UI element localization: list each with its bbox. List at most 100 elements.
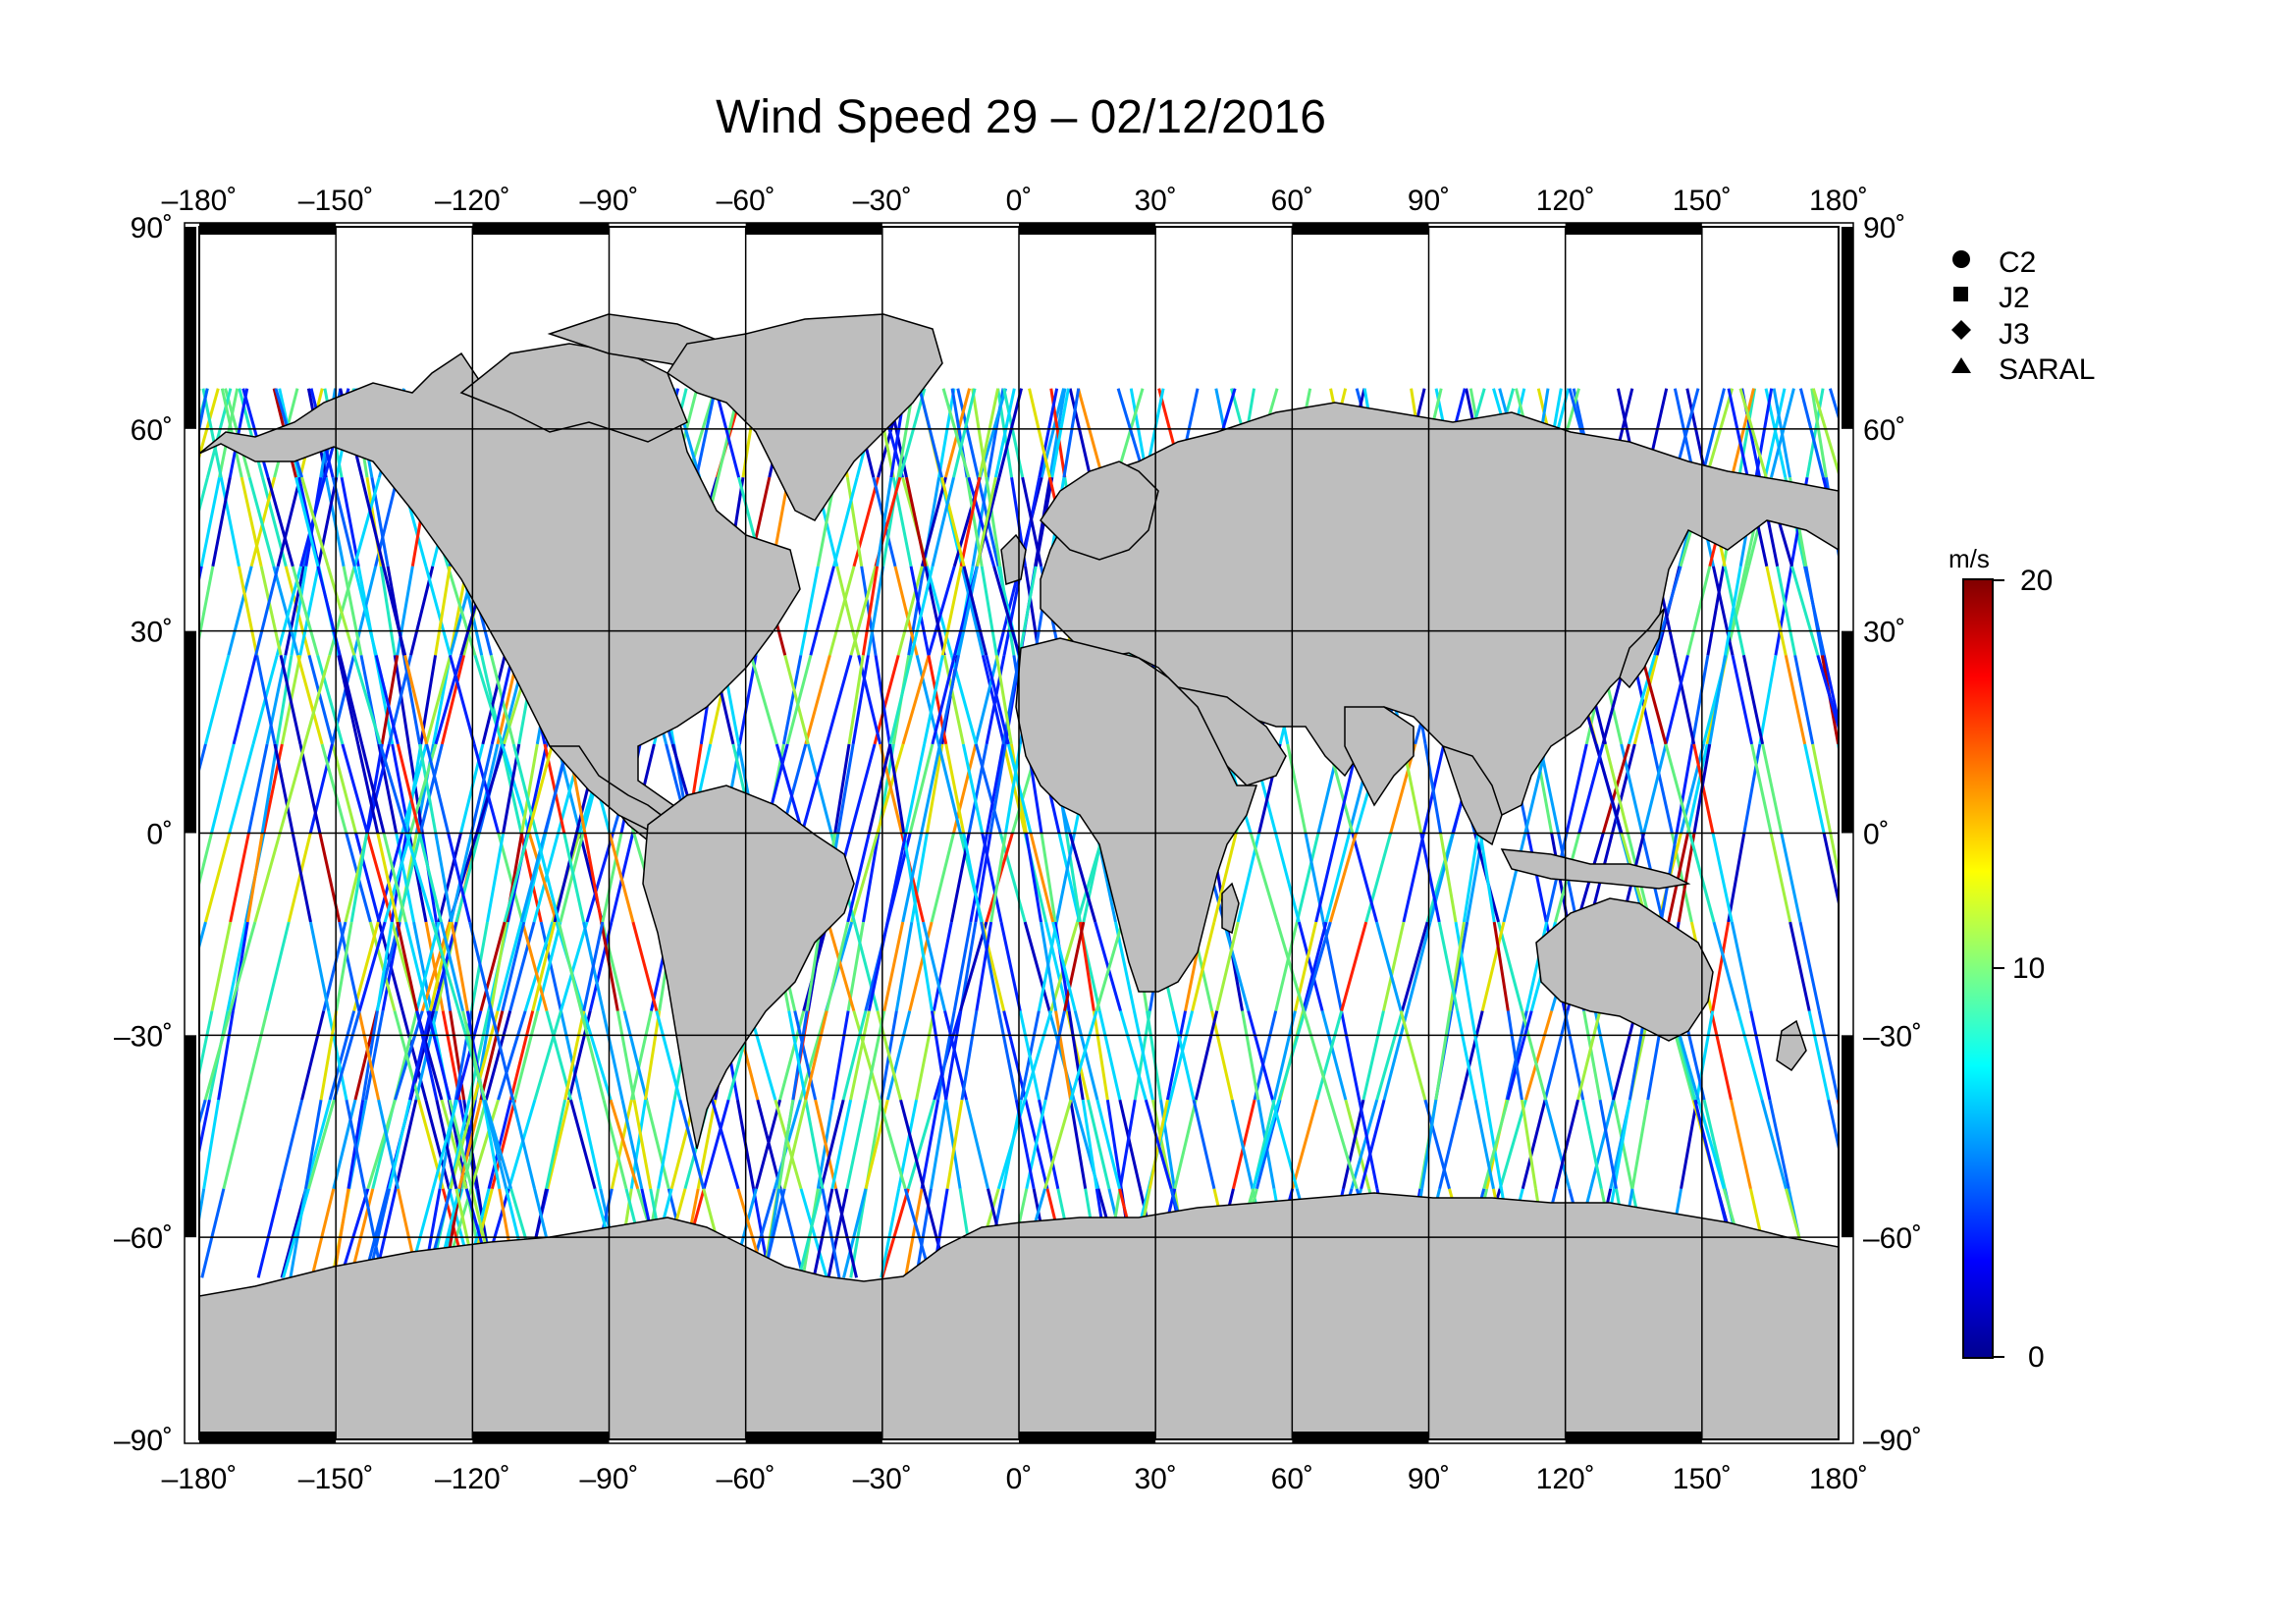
track-segment <box>916 921 934 1011</box>
track-segment <box>944 743 966 834</box>
track-segment <box>1462 833 1480 923</box>
track-segment <box>905 476 928 568</box>
track-segment <box>1295 833 1320 923</box>
track-segment <box>920 476 947 568</box>
track-segment <box>878 1099 907 1190</box>
track-segment <box>785 654 813 745</box>
track-segment <box>245 833 264 923</box>
track-segment <box>199 476 209 515</box>
track-segment <box>559 833 585 923</box>
track-segment <box>203 654 231 745</box>
longitude-tick-label-bottom: –60˚ <box>717 1463 775 1495</box>
track-segment <box>1497 921 1524 1012</box>
track-segment <box>1730 388 1756 478</box>
track-segment <box>1913 834 1936 923</box>
track-segment <box>265 655 288 745</box>
track-segment <box>1884 1100 1901 1189</box>
track-segment <box>799 566 820 656</box>
track-segment <box>601 921 626 1011</box>
track-segment <box>569 1099 597 1190</box>
track-segment <box>0 1100 20 1189</box>
track-segment <box>1340 921 1368 1012</box>
track-segment <box>1565 743 1588 834</box>
track-segment <box>601 833 623 923</box>
track-segment <box>1708 655 1727 745</box>
track-segment <box>76 1189 92 1278</box>
track-segment <box>861 566 880 656</box>
track-segment <box>821 1188 841 1278</box>
track-segment <box>1891 744 1913 834</box>
track-segment <box>980 921 1000 1011</box>
track-segment <box>1064 833 1082 923</box>
latitude-tick-label-left: –60˚ <box>114 1222 173 1255</box>
track-segment <box>1577 743 1605 834</box>
frame-bar-top <box>745 223 882 235</box>
track-segment <box>300 476 330 568</box>
track-segment <box>303 1099 323 1190</box>
colorbar-mid-label: 10 <box>2012 952 2045 985</box>
track-segment <box>1029 833 1055 923</box>
track-segment <box>424 654 453 745</box>
track-segment <box>1043 1099 1073 1190</box>
track-segment <box>1685 388 1708 478</box>
track-segment <box>136 922 159 1011</box>
track-segment <box>930 1010 948 1101</box>
track-segment <box>1881 1100 1899 1189</box>
track-segment <box>455 1010 483 1101</box>
track-segment <box>1044 921 1069 1011</box>
indonesia-landmass <box>1500 848 1691 890</box>
track-segment <box>364 1010 385 1101</box>
track-segment <box>1132 1010 1154 1101</box>
track-segment <box>449 654 476 745</box>
track-segment <box>383 833 412 923</box>
track-segment <box>373 655 395 745</box>
colorbar: m/s 20 10 0 <box>1949 544 2053 1374</box>
longitude-tick-label-top: –30˚ <box>853 185 912 217</box>
track-segment <box>800 743 828 834</box>
track-segment <box>1212 833 1238 923</box>
figure-title: Wind Speed 29 – 02/12/2016 <box>716 91 1326 143</box>
track-segment <box>404 833 435 923</box>
track-segment <box>14 1011 38 1101</box>
track-segment <box>199 1099 207 1127</box>
track-segment <box>929 1099 948 1190</box>
track-segment <box>562 833 585 923</box>
square-icon <box>1953 287 1968 301</box>
track-segment <box>825 654 853 745</box>
track-segment <box>960 1010 979 1101</box>
track-segment <box>657 1099 676 1190</box>
track-segment <box>447 833 472 923</box>
track-segment <box>93 1100 110 1189</box>
track-segment <box>526 743 555 834</box>
track-segment <box>1439 833 1458 923</box>
longitude-tick-label-top: –150˚ <box>298 185 374 217</box>
frame-bar-left <box>185 630 196 834</box>
track-segment <box>400 1010 428 1101</box>
longitude-tick-label-top: –60˚ <box>717 185 775 217</box>
track-segment <box>1406 921 1432 1012</box>
track-segment <box>985 655 1010 745</box>
track-segment <box>906 1099 936 1190</box>
track-segment <box>1118 1099 1137 1190</box>
track-segment <box>38 922 63 1011</box>
track-segment <box>431 921 460 1012</box>
track-segment <box>2055 1189 2081 1278</box>
track-segment <box>1774 566 1793 656</box>
track-segment <box>1004 743 1022 834</box>
track-segment <box>975 476 997 568</box>
track-segment <box>461 1010 487 1101</box>
track-segment <box>958 921 988 1012</box>
track-segment <box>450 921 469 1011</box>
track-segment <box>1340 1010 1362 1101</box>
track-segment <box>112 922 130 1011</box>
track-segment <box>994 655 1013 745</box>
track-segment <box>94 744 119 834</box>
frame-bar-top <box>1565 223 1702 235</box>
track-segment <box>273 743 294 834</box>
track-segment <box>403 655 429 745</box>
track-segment <box>1612 1099 1631 1190</box>
track-segment <box>241 388 270 478</box>
track-segment <box>1018 566 1038 656</box>
track-segment <box>787 1010 808 1101</box>
track-segment <box>901 833 924 923</box>
